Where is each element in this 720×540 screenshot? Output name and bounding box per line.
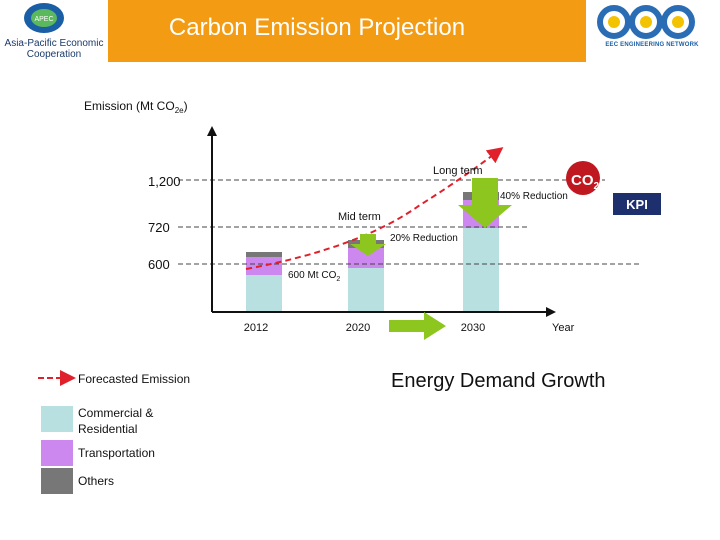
apec-logo: APEC Asia-Pacific Economic Cooperation <box>0 0 108 62</box>
x-tick-label: 2012 <box>244 322 268 334</box>
eec-logo-text: EEC ENGINEERING NETWORK <box>605 42 699 48</box>
energy-demand-growth-label: Energy Demand Growth <box>391 370 606 392</box>
reduction-20-label: 20% Reduction <box>390 233 458 244</box>
legend-forecast-label: Forecasted Emission <box>78 372 191 386</box>
x-tick-label: 2030 <box>461 322 485 334</box>
reduction-40-label: 40% Reduction <box>500 191 568 202</box>
y-axis-arrow-icon <box>207 126 217 136</box>
bar-2020-transportation <box>348 248 384 268</box>
legend-commercial-label: Commercial & Residential <box>78 406 154 436</box>
base-level-label: 600 Mt CO2 <box>288 270 340 283</box>
kpi-badge <box>613 193 661 215</box>
eec-logo <box>586 0 720 62</box>
reduction-40-arrow-icon <box>458 178 512 228</box>
bar-2012-transportation <box>246 257 282 275</box>
y-axis-label: Emission (Mt CO2e) <box>84 99 188 115</box>
y-tick-label: 720 <box>148 220 170 235</box>
bar-2012-others <box>246 252 282 257</box>
eec-rings-icon <box>597 5 695 39</box>
bar-2020-commercial-residential <box>348 268 384 312</box>
long-term-label: Long term <box>433 165 483 177</box>
apec-globe-icon: APEC <box>24 3 64 33</box>
apec-logo-text: Asia-Pacific Economic Cooperation <box>4 38 104 60</box>
header-band <box>108 0 586 62</box>
legend-transportation-label: Transportation <box>78 446 155 460</box>
x-axis-label: Year <box>552 322 575 334</box>
bar-2030-commercial-residential <box>463 228 499 312</box>
y-tick-label: 1,200 <box>148 174 181 189</box>
co2-label: CO2 <box>571 172 600 192</box>
co2-badge <box>566 161 600 195</box>
forecast-curve <box>245 147 504 270</box>
bar-2012-commercial-residential <box>246 275 282 312</box>
legend-transportation-swatch <box>41 440 73 466</box>
legend-others-label: Others <box>78 474 115 488</box>
x-axis-arrow-icon <box>546 307 556 317</box>
growth-arrow-icon <box>390 312 446 340</box>
mid-term-label: Mid term <box>338 211 381 223</box>
apec-mark: APEC <box>34 16 53 23</box>
page-title: Carbon Emission Projection <box>168 14 466 41</box>
legend-commercial-swatch <box>41 406 73 432</box>
x-tick-label: 2020 <box>346 322 370 334</box>
reduction-20-arrow-icon <box>350 234 386 256</box>
kpi-label: KPI <box>626 197 648 212</box>
y-tick-label: 600 <box>148 257 170 272</box>
legend-others-swatch <box>41 468 73 494</box>
